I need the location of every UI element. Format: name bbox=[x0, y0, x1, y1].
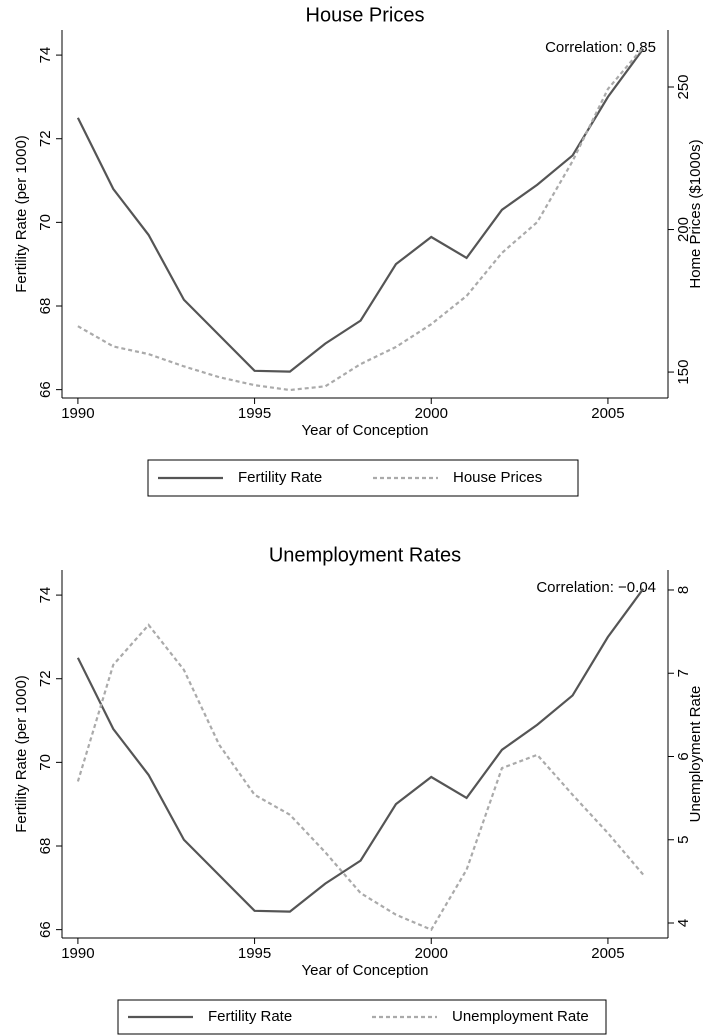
x-axis-label: Year of Conception bbox=[301, 422, 428, 439]
x-tick-label: 1995 bbox=[238, 405, 271, 422]
series-line bbox=[77, 46, 645, 392]
y-tick-label: 72 bbox=[37, 670, 54, 687]
legend-box bbox=[117, 999, 607, 1035]
y2-tick-label: 150 bbox=[675, 360, 692, 385]
y2-tick-label: 7 bbox=[675, 669, 692, 677]
y-tick-label: 68 bbox=[37, 298, 54, 315]
legend-label: Fertility Rate bbox=[208, 1008, 292, 1025]
y2-tick-label: 4 bbox=[675, 919, 692, 927]
annotation: Correlation: −0.04 bbox=[536, 579, 656, 596]
legend-label: House Prices bbox=[453, 469, 542, 486]
legend-label: Fertility Rate bbox=[238, 469, 322, 486]
y-tick-label: 74 bbox=[37, 587, 54, 604]
x-tick-label: 2005 bbox=[591, 405, 624, 422]
y-tick-label: 70 bbox=[37, 754, 54, 771]
y-tick-label: 66 bbox=[37, 921, 54, 938]
y2-tick-label: 5 bbox=[675, 836, 692, 844]
x-tick-label: 2000 bbox=[415, 405, 448, 422]
series-line bbox=[76, 48, 645, 373]
y-tick-label: 68 bbox=[37, 838, 54, 855]
y2-tick-label: 6 bbox=[675, 752, 692, 760]
x-tick-label: 1990 bbox=[61, 405, 94, 422]
x-tick-label: 2000 bbox=[415, 945, 448, 962]
annotation: Correlation: 0.85 bbox=[545, 39, 656, 56]
x-tick-label: 1995 bbox=[238, 945, 271, 962]
x-axis-label: Year of Conception bbox=[301, 962, 428, 979]
y-tick-label: 66 bbox=[37, 381, 54, 398]
y-tick-label: 70 bbox=[37, 214, 54, 231]
y2-tick-label: 200 bbox=[675, 217, 692, 242]
legend-label: Unemployment Rate bbox=[452, 1008, 589, 1025]
y2-axis-label: Home Prices ($1000s) bbox=[687, 139, 704, 288]
x-tick-label: 1990 bbox=[61, 945, 94, 962]
y-axis-label: Fertility Rate (per 1000) bbox=[13, 135, 30, 293]
y2-tick-label: 250 bbox=[675, 74, 692, 99]
chart-title: House Prices bbox=[306, 4, 425, 26]
y2-axis-label: Unemployment Rate bbox=[687, 686, 704, 823]
chart-title: Unemployment Rates bbox=[269, 544, 461, 566]
y2-tick-label: 8 bbox=[675, 586, 692, 594]
y-tick-label: 74 bbox=[37, 47, 54, 64]
x-tick-label: 2005 bbox=[591, 945, 624, 962]
y-axis-label: Fertility Rate (per 1000) bbox=[13, 675, 30, 833]
series-line bbox=[76, 588, 645, 913]
series-line bbox=[76, 623, 645, 932]
y-tick-label: 72 bbox=[37, 130, 54, 147]
